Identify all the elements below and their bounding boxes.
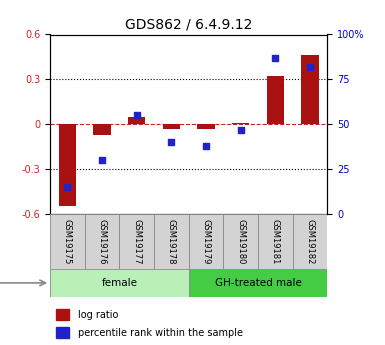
Point <box>238 127 244 132</box>
Bar <box>55 327 69 338</box>
Text: GSM19179: GSM19179 <box>201 219 211 264</box>
Point <box>134 112 140 118</box>
Bar <box>128 117 145 124</box>
FancyBboxPatch shape <box>50 214 85 269</box>
FancyBboxPatch shape <box>223 214 258 269</box>
FancyBboxPatch shape <box>50 269 189 297</box>
FancyBboxPatch shape <box>85 214 119 269</box>
Title: GDS862 / 6.4.9.12: GDS862 / 6.4.9.12 <box>125 18 252 32</box>
Text: GSM19182: GSM19182 <box>305 219 315 264</box>
Text: GSM19181: GSM19181 <box>271 219 280 264</box>
Text: GSM19175: GSM19175 <box>63 219 72 264</box>
FancyBboxPatch shape <box>293 214 327 269</box>
Text: GSM19176: GSM19176 <box>97 219 107 264</box>
Text: GSM19178: GSM19178 <box>167 219 176 264</box>
Text: GH-treated male: GH-treated male <box>214 278 301 288</box>
Bar <box>55 309 69 320</box>
Point <box>64 184 70 190</box>
Text: other: other <box>0 278 45 288</box>
Point <box>203 143 209 148</box>
FancyBboxPatch shape <box>119 214 154 269</box>
Point <box>307 64 313 70</box>
Text: GSM19180: GSM19180 <box>236 219 245 264</box>
Bar <box>59 124 76 206</box>
Point <box>99 157 105 163</box>
FancyBboxPatch shape <box>189 214 223 269</box>
Bar <box>197 124 215 129</box>
FancyBboxPatch shape <box>154 214 189 269</box>
Point <box>272 55 278 61</box>
Bar <box>232 123 249 124</box>
Bar <box>93 124 111 135</box>
Text: female: female <box>101 278 137 288</box>
FancyBboxPatch shape <box>189 269 327 297</box>
Bar <box>162 124 180 129</box>
FancyBboxPatch shape <box>258 214 293 269</box>
Point <box>168 139 174 145</box>
Text: percentile rank within the sample: percentile rank within the sample <box>78 328 243 338</box>
Text: log ratio: log ratio <box>78 310 118 320</box>
Bar <box>266 76 284 124</box>
Text: GSM19177: GSM19177 <box>132 219 141 264</box>
Bar <box>301 56 318 124</box>
